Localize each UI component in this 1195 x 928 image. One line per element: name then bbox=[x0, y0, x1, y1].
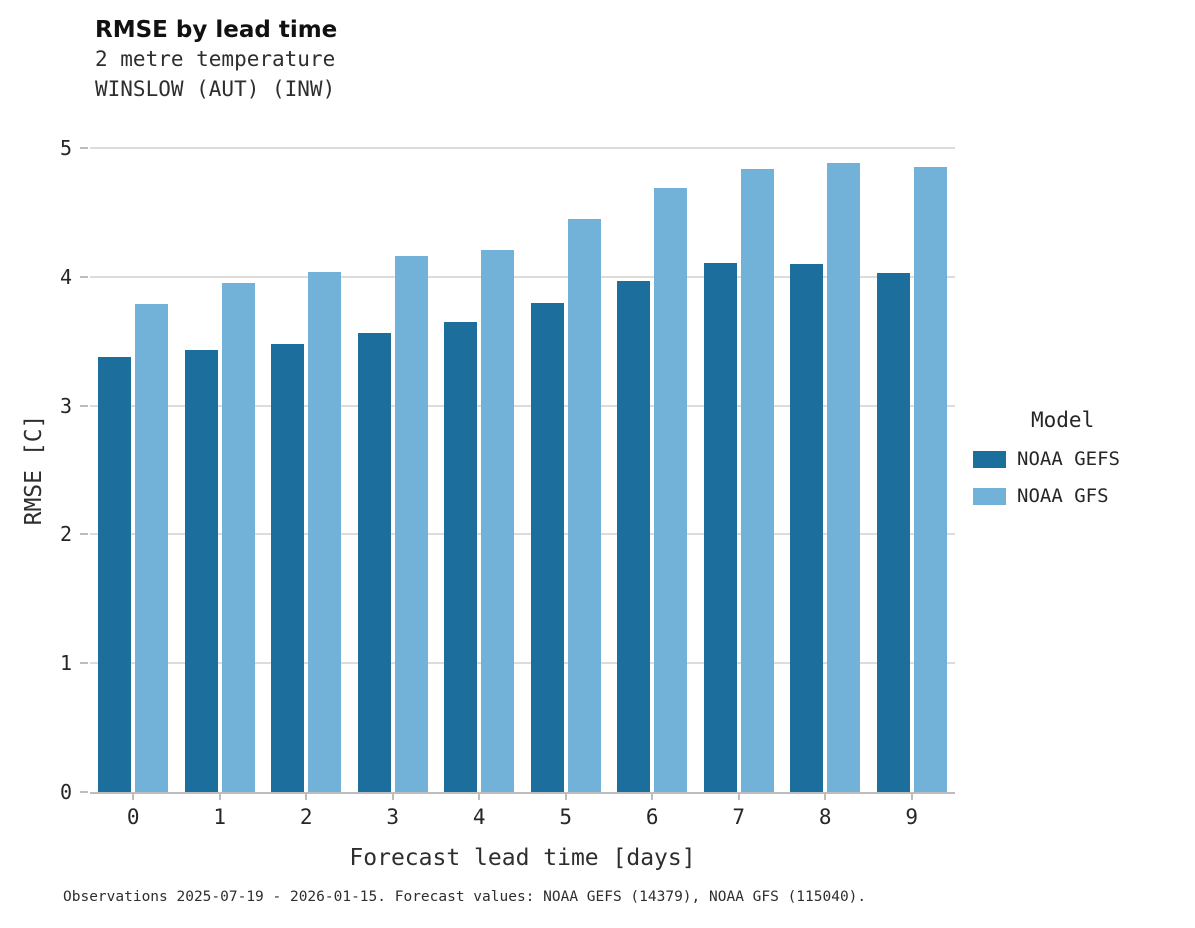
x-tick-labels: 0 1 2 3 4 5 6 7 8 9 bbox=[90, 794, 955, 829]
x-tick: 0 bbox=[90, 794, 177, 829]
x-tick-mark bbox=[737, 794, 740, 800]
gridline bbox=[90, 662, 955, 665]
bar-noaa-gefs bbox=[617, 280, 651, 792]
bar-noaa-gfs bbox=[567, 218, 601, 792]
gridline bbox=[90, 275, 955, 278]
y-tick-mark bbox=[80, 404, 88, 407]
legend-swatch bbox=[973, 487, 1006, 505]
x-tick-mark bbox=[910, 794, 913, 800]
bar-noaa-gfs bbox=[394, 256, 428, 792]
x-tick: 7 bbox=[696, 794, 783, 829]
bar-noaa-gefs bbox=[703, 262, 737, 792]
y-tick-mark bbox=[80, 662, 88, 665]
y-tick-mark bbox=[80, 275, 88, 278]
bar-noaa-gfs bbox=[827, 163, 861, 792]
bar-group bbox=[782, 148, 869, 792]
x-tick-label: 4 bbox=[472, 805, 486, 829]
x-tick-label: 3 bbox=[386, 805, 400, 829]
legend: Model NOAA GEFS NOAA GFS bbox=[973, 408, 1120, 522]
bar-groups bbox=[90, 148, 955, 792]
x-tick-mark bbox=[651, 794, 654, 800]
x-tick-label: 2 bbox=[299, 805, 313, 829]
bar-group bbox=[523, 148, 610, 792]
y-tick-mark bbox=[80, 147, 88, 149]
x-tick-mark bbox=[305, 794, 308, 800]
x-tick: 4 bbox=[436, 794, 523, 829]
bar-noaa-gefs bbox=[876, 272, 910, 792]
chart-title: RMSE by lead time bbox=[95, 17, 338, 43]
bar-noaa-gfs bbox=[913, 167, 947, 792]
bar-noaa-gfs bbox=[481, 249, 515, 792]
y-tick-label: 2 bbox=[59, 522, 72, 547]
x-tick-label: 7 bbox=[732, 805, 746, 829]
bar-noaa-gefs bbox=[530, 302, 564, 792]
chart-subtitle-variable: 2 metre temperature bbox=[95, 46, 336, 71]
x-tick-mark bbox=[824, 794, 827, 800]
x-tick: 5 bbox=[523, 794, 610, 829]
chart-subtitle-station: WINSLOW (AUT) (INW) bbox=[95, 76, 336, 101]
legend-entries: NOAA GEFS NOAA GFS bbox=[973, 448, 1120, 507]
bar-noaa-gfs bbox=[654, 187, 688, 792]
bar-noaa-gefs bbox=[184, 350, 218, 792]
x-tick: 9 bbox=[869, 794, 956, 829]
bar-noaa-gefs bbox=[357, 333, 391, 792]
x-tick-mark bbox=[478, 794, 481, 800]
legend-label: NOAA GFS bbox=[1017, 485, 1109, 507]
legend-entry: NOAA GEFS bbox=[973, 448, 1120, 470]
x-tick-label: 5 bbox=[559, 805, 573, 829]
bar-group bbox=[90, 148, 177, 792]
bar-noaa-gefs bbox=[790, 263, 824, 792]
x-tick-mark bbox=[391, 794, 394, 800]
bar-group bbox=[263, 148, 350, 792]
bar-noaa-gefs bbox=[98, 356, 132, 792]
x-tick-label: 0 bbox=[126, 805, 140, 829]
y-tick-label: 0 bbox=[59, 780, 72, 804]
bar-group bbox=[696, 148, 783, 792]
y-tick-label: 3 bbox=[59, 393, 72, 418]
x-tick-label: 8 bbox=[818, 805, 832, 829]
x-tick-label: 1 bbox=[213, 805, 227, 829]
bar-group bbox=[177, 148, 264, 792]
chart-caption: Observations 2025-07-19 - 2026-01-15. Fo… bbox=[63, 889, 867, 905]
y-tick-label: 5 bbox=[59, 136, 72, 160]
bar-group bbox=[436, 148, 523, 792]
plot-area: 0 1 2 3 4 5 bbox=[60, 136, 955, 804]
x-tick-mark bbox=[218, 794, 221, 800]
bar-noaa-gefs bbox=[271, 343, 305, 792]
x-tick-label: 6 bbox=[645, 805, 659, 829]
legend-label: NOAA GEFS bbox=[1017, 448, 1120, 470]
chart-header: RMSE by lead time 2 metre temperature WI… bbox=[95, 16, 337, 104]
x-tick: 1 bbox=[177, 794, 264, 829]
y-tick-label: 1 bbox=[59, 651, 72, 676]
legend-entry: NOAA GFS bbox=[973, 485, 1120, 507]
bar-noaa-gfs bbox=[308, 271, 342, 792]
gridline bbox=[90, 147, 955, 149]
y-tick-mark bbox=[80, 533, 88, 536]
gridline bbox=[90, 404, 955, 407]
x-tick-mark bbox=[564, 794, 567, 800]
x-tick: 2 bbox=[263, 794, 350, 829]
bar-noaa-gefs bbox=[444, 321, 478, 792]
gridline bbox=[90, 533, 955, 536]
x-tick: 3 bbox=[350, 794, 437, 829]
bar-noaa-gfs bbox=[740, 168, 774, 792]
bar-group bbox=[869, 148, 956, 792]
legend-title: Model bbox=[1031, 408, 1095, 432]
legend-swatch bbox=[973, 450, 1006, 468]
bar-noaa-gfs bbox=[221, 283, 255, 792]
bar-noaa-gfs bbox=[135, 303, 169, 792]
y-tick-mark bbox=[80, 791, 88, 793]
x-tick-mark bbox=[132, 794, 135, 800]
x-axis-title: Forecast lead time [days] bbox=[349, 845, 696, 871]
y-axis-title: RMSE [C] bbox=[21, 414, 47, 526]
y-tick-label: 4 bbox=[59, 264, 72, 289]
x-tick: 6 bbox=[609, 794, 696, 829]
bar-group bbox=[350, 148, 437, 792]
bar-group bbox=[609, 148, 696, 792]
x-tick: 8 bbox=[782, 794, 869, 829]
x-tick-label: 9 bbox=[905, 805, 919, 829]
